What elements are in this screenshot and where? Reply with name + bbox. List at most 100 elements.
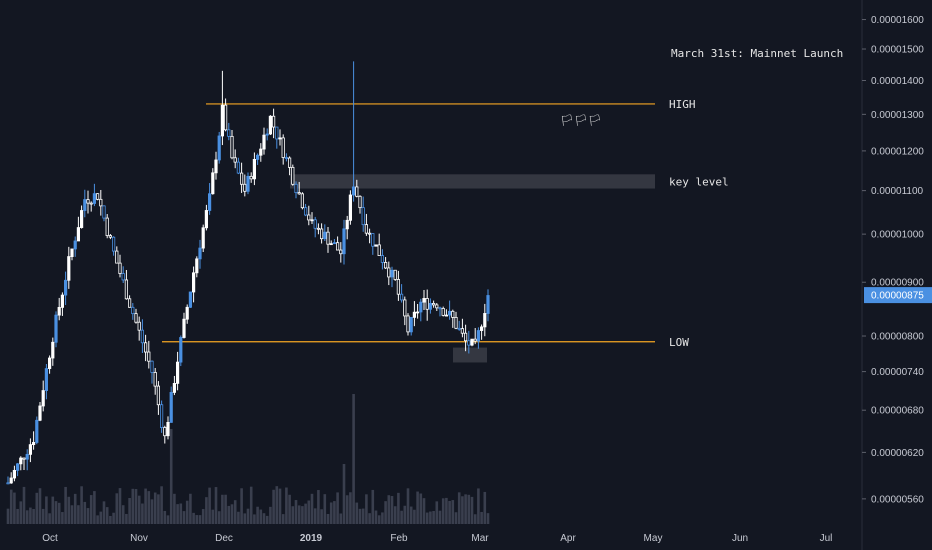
volume-bar (48, 513, 51, 524)
volume-bar (249, 486, 253, 524)
volume-bar (480, 511, 483, 524)
candle-body (246, 175, 250, 192)
candle-body (48, 357, 52, 369)
candle-body (422, 298, 426, 303)
volume-bar (483, 491, 487, 524)
zone-box[interactable] (453, 347, 487, 363)
volume-bar (275, 486, 279, 524)
candle-body (115, 250, 119, 264)
volume-bar (253, 514, 256, 524)
volume-bar (294, 500, 298, 524)
price-tick-label: 0.00000620 (871, 448, 924, 459)
candle-body (214, 159, 218, 174)
time-axis[interactable]: Oct Nov Dec 2019 Feb Mar Apr May Jun Jul (42, 533, 832, 544)
candle-body (195, 258, 199, 274)
volume-bar (317, 490, 320, 524)
candle-body (25, 453, 29, 460)
candle-body (371, 233, 375, 247)
candle-body (294, 183, 298, 194)
candle-body (284, 157, 289, 159)
candle-body (19, 457, 23, 465)
candle-body (89, 202, 93, 205)
volume-bar (265, 515, 269, 524)
price-tick-label: 0.00001600 (871, 15, 924, 26)
candle-body (118, 262, 122, 274)
volume-bar (51, 496, 55, 524)
volume-bar (355, 502, 359, 524)
volume-bar (352, 394, 355, 524)
candle-body (44, 368, 49, 391)
candle-body (6, 482, 10, 485)
volume-bar (336, 492, 339, 524)
candle-body (156, 385, 160, 406)
volume-bar (166, 515, 170, 524)
time-tick-label: Apr (560, 533, 576, 544)
volume-bar (118, 488, 122, 524)
hline-label: LOW (669, 336, 689, 349)
volume-bar (77, 505, 80, 524)
zone-box[interactable] (290, 174, 655, 189)
volume-bar (163, 510, 167, 524)
candle-body (329, 243, 333, 246)
volume-bar (208, 487, 211, 524)
candle-body (383, 262, 388, 269)
volume-bar (422, 498, 426, 524)
candle-body (313, 219, 317, 229)
candle-body (143, 342, 148, 353)
candle-body (188, 291, 192, 308)
volume-bar (486, 513, 490, 524)
volume-bar (457, 492, 461, 524)
volume-bar (189, 493, 192, 524)
volume-bar (374, 510, 378, 524)
candle-body (291, 166, 295, 185)
candle-body (99, 198, 103, 207)
volume-bar (41, 508, 45, 524)
volume-bar (464, 494, 467, 524)
candle-body (262, 134, 266, 150)
candle-body (80, 210, 84, 228)
price-tick-label: 0.00000680 (871, 406, 924, 417)
volume-bar (93, 491, 96, 524)
candle-body (198, 247, 202, 260)
volume-bar (358, 508, 362, 524)
volume-bar (307, 500, 311, 524)
candle-body (201, 227, 205, 249)
volume-bar (371, 489, 375, 524)
price-tick-label: 0.00001500 (871, 45, 924, 56)
volume-bar (320, 509, 323, 524)
volume-bar (419, 493, 423, 524)
candle-body (473, 338, 477, 342)
volume-bar (285, 487, 288, 524)
price-tick-label: 0.00001200 (871, 146, 924, 157)
zone-label: key level (669, 175, 729, 188)
volume-bar (291, 506, 295, 524)
candle-body (255, 154, 260, 160)
price-axis[interactable]: 0.00001600 0.00001500 0.00001400 0.00001300… (862, 15, 932, 505)
time-tick-label: Jul (820, 533, 833, 544)
volume-bar (45, 496, 48, 524)
volume-bar (227, 505, 231, 524)
candle-body (38, 405, 42, 421)
volume-bar (333, 501, 336, 524)
volume-bar (451, 500, 455, 524)
volume-bar (80, 486, 83, 524)
candle-body (73, 240, 77, 250)
volume-bar (86, 508, 90, 524)
candle-body (339, 249, 343, 255)
volume-bar (211, 509, 215, 524)
candle-body (60, 294, 65, 308)
candle-body (323, 231, 327, 240)
candle-body (83, 199, 87, 211)
volume-bar (109, 515, 112, 524)
volume-bar (461, 496, 464, 524)
volume-bar (342, 464, 346, 524)
volume-bar (448, 500, 451, 524)
candle-body (236, 161, 240, 174)
candle-body (233, 157, 237, 163)
volume-bar (182, 511, 186, 524)
candle-body (108, 235, 112, 238)
volume-bar (54, 501, 58, 524)
volume-bar (403, 505, 407, 524)
volume-bar (201, 509, 205, 524)
